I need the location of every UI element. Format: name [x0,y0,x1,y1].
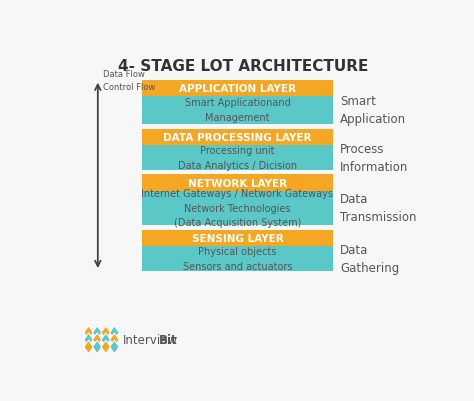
Bar [142,146,333,170]
Text: Physical objects
Sensors and actuators: Physical objects Sensors and actuators [182,246,292,271]
Bar [142,130,333,146]
Bar [142,246,333,271]
Bar [142,81,333,97]
Text: Data
Transmission: Data Transmission [340,192,417,223]
Polygon shape [109,333,119,347]
Polygon shape [109,340,119,354]
Text: 4- STAGE LOT ARCHITECTURE: 4- STAGE LOT ARCHITECTURE [118,59,368,74]
Text: Interview: Interview [123,333,178,346]
Text: Process
Information: Process Information [340,142,409,173]
Polygon shape [101,326,110,340]
Polygon shape [84,333,93,347]
Text: Data Flow: Data Flow [103,70,145,79]
Polygon shape [101,340,110,354]
Text: Control Flow: Control Flow [103,82,155,91]
Polygon shape [109,326,119,340]
Polygon shape [92,340,102,354]
Bar [142,191,333,225]
Bar [142,230,333,246]
Text: SENSING LAYER: SENSING LAYER [191,233,283,243]
Text: Smart
Application: Smart Application [340,95,406,126]
Text: DATA PROCESSING LAYER: DATA PROCESSING LAYER [163,132,312,142]
Polygon shape [92,333,102,347]
Bar [142,97,333,124]
Text: Processing unit
Data Analytics / Dicision: Processing unit Data Analytics / Dicisio… [178,146,297,170]
Text: Bit: Bit [159,333,177,346]
Text: APPLICATION LAYER: APPLICATION LAYER [179,83,296,93]
Polygon shape [101,333,110,347]
Polygon shape [92,326,102,340]
Text: Internet Gateways / Network Gateways
Network Technologies
(Data Acquisition Syst: Internet Gateways / Network Gateways Net… [141,188,333,228]
Bar [142,175,333,191]
Text: Data
Gathering: Data Gathering [340,243,400,274]
Polygon shape [84,326,93,340]
Text: Smart Applicationand
Management: Smart Applicationand Management [184,98,290,123]
Polygon shape [84,340,93,354]
Text: NETWORK LAYER: NETWORK LAYER [188,178,287,188]
